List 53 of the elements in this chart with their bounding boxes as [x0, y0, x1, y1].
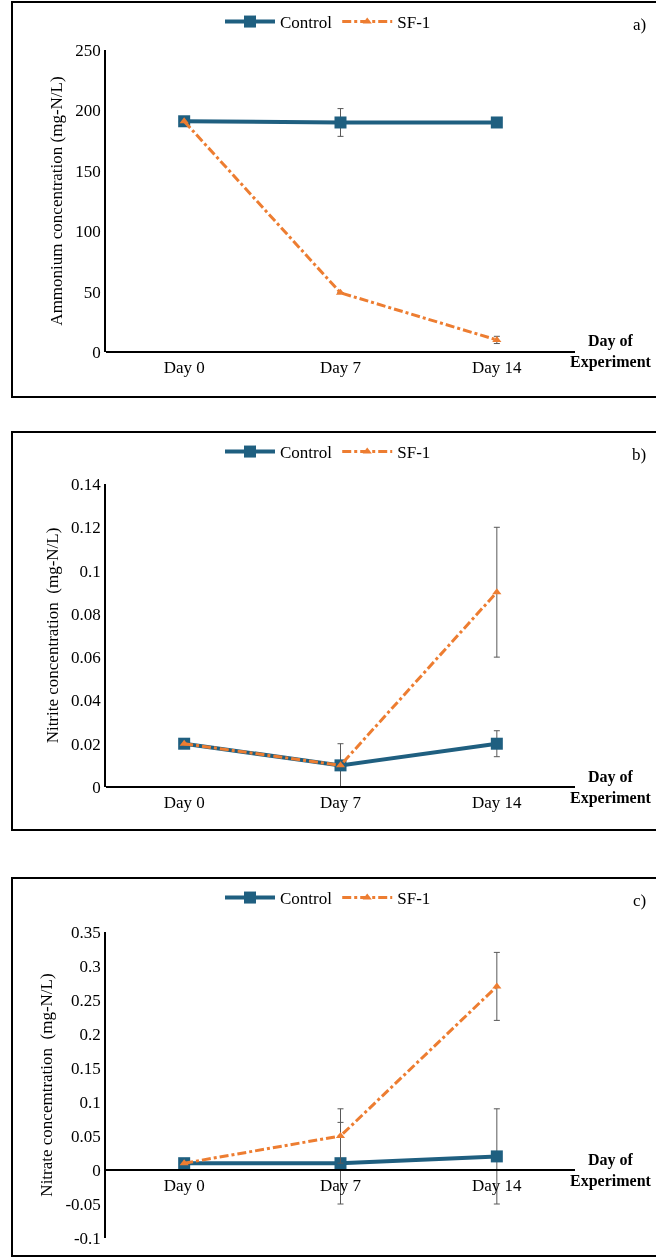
y-tick-label: 250	[75, 40, 101, 60]
x-tick-label: Day 0	[163, 1176, 205, 1196]
legend-label: Control	[280, 443, 333, 463]
y-tick-label: 0.02	[71, 734, 101, 754]
y-tick-label: -0.05	[65, 1194, 101, 1214]
y-tick-label: 0.1	[79, 561, 101, 581]
point	[490, 1150, 503, 1163]
legend-label: SF-1	[397, 443, 431, 463]
text: a)	[633, 15, 647, 34]
y-tick-label: 0	[92, 1160, 101, 1180]
x-axis-title: Day of Experiment	[570, 768, 652, 807]
y-axis-title: Ammonium concentration (mg-N/L)	[47, 76, 67, 326]
y-tick-label: 0	[92, 342, 101, 362]
x-tick-label: Day 7	[319, 793, 362, 813]
y-tick-label: 200	[75, 101, 101, 121]
y-tick-label: 0.08	[71, 604, 101, 624]
point	[334, 116, 347, 129]
text: c)	[633, 891, 647, 910]
x-tick-label: Day 0	[163, 793, 205, 813]
x-axis-title: Day of Experiment	[570, 332, 652, 371]
x-tick-label: Day 14	[472, 358, 523, 378]
y-tick-label: 0.1	[79, 1092, 101, 1112]
x-tick-label: Day 14	[472, 1176, 523, 1196]
point	[179, 739, 189, 746]
y-tick-label: 0.04	[71, 691, 102, 711]
y-tick-label: 50	[83, 282, 101, 302]
y-axis-title: Nitrate concemtration (mg-N/L)	[37, 973, 57, 1197]
y-tick-label: 0.05	[71, 1126, 101, 1146]
y-tick-label: 100	[75, 222, 101, 242]
y-tick-label: 0.12	[71, 518, 101, 538]
point	[334, 1157, 347, 1170]
y-tick-label: 0.06	[71, 648, 101, 668]
x-axis-title: Day of Experiment	[570, 1151, 652, 1190]
y-tick-label: 0.14	[71, 474, 102, 494]
x-tick-label: Day 0	[163, 358, 205, 378]
legend-label: SF-1	[397, 13, 431, 33]
point	[490, 116, 503, 129]
point	[490, 737, 503, 750]
y-tick-label: 150	[75, 161, 101, 181]
y-tick-label: -0.1	[73, 1228, 101, 1248]
x-tick-label: Day 14	[472, 793, 523, 813]
legend-label: Control	[280, 889, 333, 909]
x-tick-label: Day 7	[319, 358, 362, 378]
y-tick-label: 0.3	[79, 956, 101, 976]
text: b)	[632, 445, 647, 464]
y-tick-label: 0.25	[71, 990, 101, 1010]
y-tick-label: 0.15	[71, 1058, 101, 1078]
y-tick-label: 0.35	[71, 922, 101, 942]
y-tick-label: 0	[92, 777, 101, 797]
y-axis-title: Nitrite concentration (mg-N/L)	[43, 527, 63, 744]
legend-label: Control	[280, 13, 333, 33]
y-tick-label: 0.2	[79, 1024, 101, 1044]
legend-label: SF-1	[397, 889, 431, 909]
